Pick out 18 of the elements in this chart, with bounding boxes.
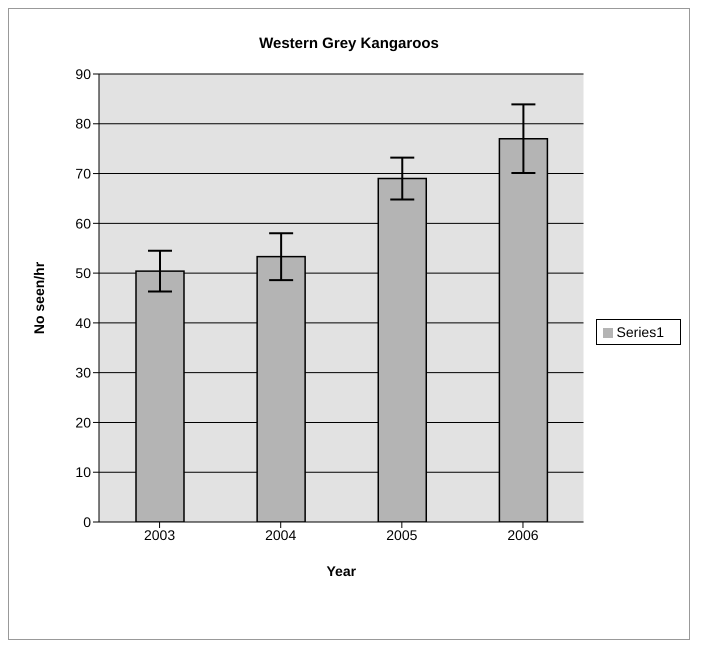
- x-axis-title: Year: [326, 563, 357, 579]
- y-tick-label: 40: [75, 314, 92, 331]
- legend-label: Series1: [616, 324, 664, 340]
- x-tick-label: 2004: [265, 526, 296, 543]
- x-tick-label: 2006: [507, 526, 539, 543]
- y-tick-label: 90: [75, 66, 92, 82]
- y-tick-label: 80: [75, 116, 92, 132]
- x-tick-label: 2003: [144, 526, 176, 543]
- x-tick-label: 2005: [386, 526, 418, 543]
- y-tick-label: 60: [75, 215, 92, 232]
- y-tick-label: 10: [75, 464, 92, 480]
- y-tick-label: 0: [83, 514, 92, 530]
- chart-title: Western Grey Kangaroos: [258, 34, 440, 52]
- y-tick-label: 70: [75, 166, 92, 182]
- y-tick-label: 50: [75, 265, 92, 282]
- y-tick-label: 30: [75, 364, 92, 381]
- y-axis-title: No seen/hr: [30, 261, 47, 334]
- y-tick-label: 20: [75, 414, 92, 430]
